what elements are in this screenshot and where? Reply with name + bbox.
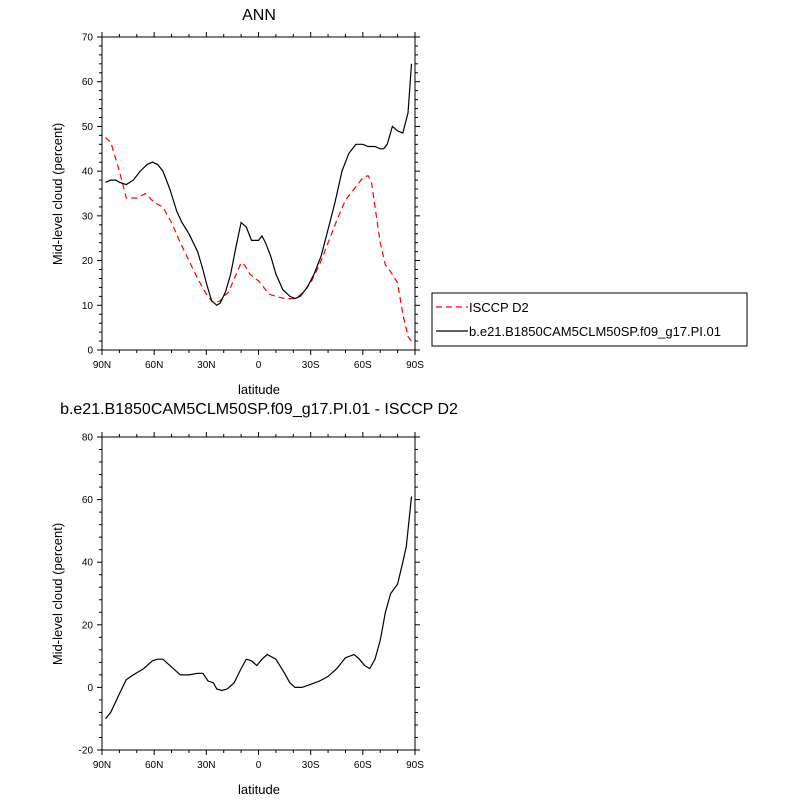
bottom-y-tick-label: 0 [87,683,93,694]
top-x-tick-label: 30S [302,360,320,371]
top-x-tick-label: 30N [197,360,215,371]
bottom-x-axis-label: latitude [238,782,280,797]
bottom-x-tick-label: 60N [145,760,163,771]
top-x-tick-label: 0 [256,360,262,371]
bottom-series-line-0 [105,496,413,720]
top-x-tick-label: 60S [354,360,372,371]
bottom-x-tick-label: 60S [354,760,372,771]
bottom-chart-title: b.e21.B1850CAM5CLM50SP.f09_g17.PI.01 - I… [60,401,458,418]
bottom-y-tick-label: 20 [82,620,94,631]
legend-box [431,292,748,347]
top-y-tick-label: 20 [82,256,94,267]
bottom-y-tick-label: 40 [82,558,94,569]
bottom-series-group [105,496,413,720]
legend-label-model: b.e21.B1850CAM5CLM50SP.f09_g17.PI.01 [469,324,721,339]
bottom-y-tick-label: -20 [79,746,94,757]
bottom-x-tick-label: 0 [256,760,262,771]
bottom-y-tick-label: 60 [82,495,94,506]
top-y-tick-label: 30 [82,211,94,222]
legend-label-isccp: ISCCP D2 [469,300,529,315]
top-y-tick-label: 60 [82,77,94,88]
bottom-x-tick-label: 30N [197,760,215,771]
bottom-y-tick-label: 80 [82,433,94,444]
bottom-x-tick-label: 90N [93,760,111,771]
legend: ISCCP D2 b.e21.B1850CAM5CLM50SP.f09_g17.… [431,292,748,347]
top-x-axis-label: latitude [238,382,280,397]
top-y-tick-label: 50 [82,122,94,133]
bottom-tick-labels: 90N 60N 30N 0 30S 60S 90S -20 0 20 40 60 80 [79,433,425,772]
bottom-y-axis-label: Mid-level cloud (percent) [50,523,65,665]
bottom-x-tick-label: 90S [406,760,424,771]
bottom-ticks [97,432,420,755]
top-x-tick-label: 90S [406,360,424,371]
bottom-x-tick-label: 30S [302,760,320,771]
top-y-tick-label: 70 [82,33,94,44]
top-plot-frame [101,36,416,351]
top-series-line-1 [105,63,413,307]
top-y-tick-label: 0 [87,346,93,357]
top-series-line-0 [105,137,412,342]
top-y-axis-label: Mid-level cloud (percent) [50,123,65,265]
top-x-tick-label: 60N [145,360,163,371]
top-ticks [97,32,420,355]
top-y-tick-label: 40 [82,167,94,178]
bottom-panel: b.e21.B1850CAM5CLM50SP.f09_g17.PI.01 - I… [50,401,458,797]
top-series-group [105,63,413,342]
top-y-tick-label: 10 [82,301,94,312]
top-panel: ANN 90N 60N 30N 0 30S 60S 90S 0 10 20 30 40 50 60 70 l… [50,7,748,397]
bottom-plot-frame [101,436,416,751]
top-tick-labels: 90N 60N 30N 0 30S 60S 90S 0 10 20 30 40 50 60 70 [82,33,424,372]
top-chart-title: ANN [242,7,276,24]
top-x-tick-label: 90N [93,360,111,371]
